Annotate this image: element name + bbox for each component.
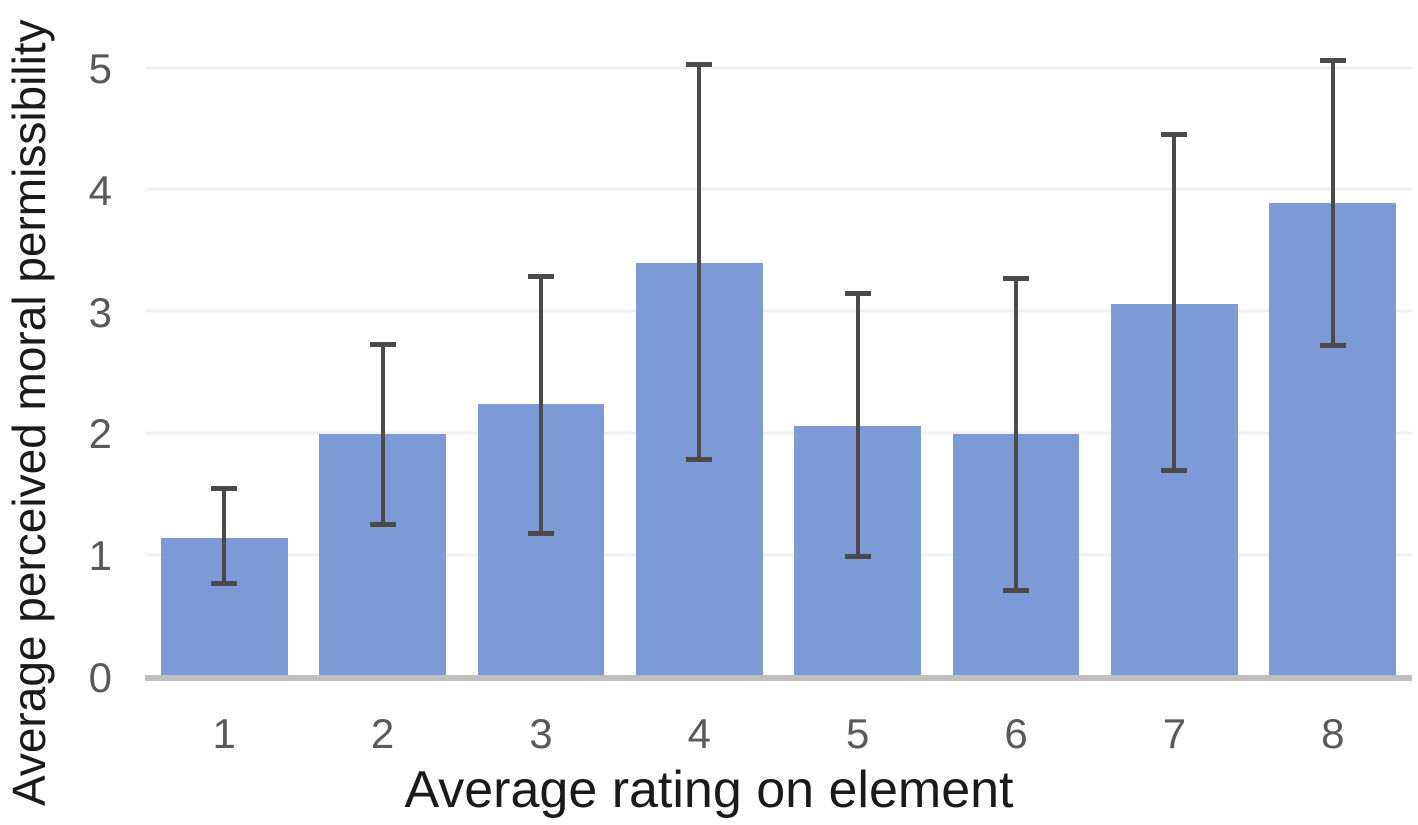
plot-area xyxy=(145,57,1412,681)
x-axis-title: Average rating on element xyxy=(404,761,1014,819)
error-bar-stem xyxy=(1172,134,1177,471)
bar-slot xyxy=(937,69,1095,678)
error-bar-cap-top xyxy=(1003,276,1030,281)
error-bar-stem xyxy=(538,276,543,534)
error-bar-stem xyxy=(222,488,227,583)
error-bar-cap-top xyxy=(1319,57,1346,63)
bar-slot xyxy=(462,69,620,678)
error-bar-cap-bottom xyxy=(686,457,713,463)
gridline xyxy=(145,66,1412,69)
error-bar-cap-bottom xyxy=(527,530,554,536)
x-tick-label: 6 xyxy=(1004,710,1028,757)
x-tick-label: 7 xyxy=(1162,710,1187,757)
gridline xyxy=(145,309,1412,313)
bar-slot xyxy=(1254,57,1412,678)
y-tick-label: 5 xyxy=(88,45,112,92)
x-tick-label: 4 xyxy=(687,710,711,757)
y-tick-label: 1 xyxy=(88,532,112,580)
error-bar-cap-top xyxy=(1161,132,1188,138)
bar-slot xyxy=(1095,69,1253,678)
error-bar-cap-bottom xyxy=(369,522,396,528)
bar-slot xyxy=(303,69,461,678)
error-bar-stem xyxy=(380,344,385,525)
error-bar-cap-top xyxy=(527,273,554,279)
y-tick-label: 3 xyxy=(88,288,112,336)
x-tick-label: 2 xyxy=(370,710,395,757)
bar-slot xyxy=(620,61,778,678)
error-bar-cap-top xyxy=(844,290,871,296)
x-tick-label: 1 xyxy=(212,710,236,757)
error-bar-cap-bottom xyxy=(211,580,238,586)
x-tick-label: 3 xyxy=(529,710,553,757)
error-bar-cap-top xyxy=(211,485,238,491)
bar-slot xyxy=(145,69,303,678)
error-bar-stem xyxy=(855,293,860,557)
error-bar-stem xyxy=(1330,60,1335,346)
x-tick-label: 5 xyxy=(846,710,870,757)
gridline xyxy=(145,431,1412,435)
y-axis-tick-labels: 0 1 2 3 4 5 xyxy=(0,0,112,825)
error-bar-stem xyxy=(697,64,702,460)
error-bar-cap-top xyxy=(369,341,396,347)
y-tick-label: 2 xyxy=(88,410,112,458)
y-tick-label: 4 xyxy=(88,166,112,214)
error-bar-cap-bottom xyxy=(1319,343,1346,348)
gridline xyxy=(145,553,1412,557)
error-bar-cap-bottom xyxy=(1161,468,1188,474)
x-axis-baseline xyxy=(145,675,1412,681)
bar-slot xyxy=(779,69,937,678)
error-bar-cap-bottom xyxy=(844,553,871,559)
x-axis-tick-labels: 1 2 3 4 5 6 7 8 xyxy=(145,707,1412,761)
error-bar-cap-bottom xyxy=(1003,587,1030,593)
gridline xyxy=(145,187,1412,191)
x-tick-label: 8 xyxy=(1321,710,1345,757)
y-tick-label: 0 xyxy=(88,654,112,701)
error-bar-stem xyxy=(1014,278,1019,591)
error-bar-cap-top xyxy=(686,61,713,67)
